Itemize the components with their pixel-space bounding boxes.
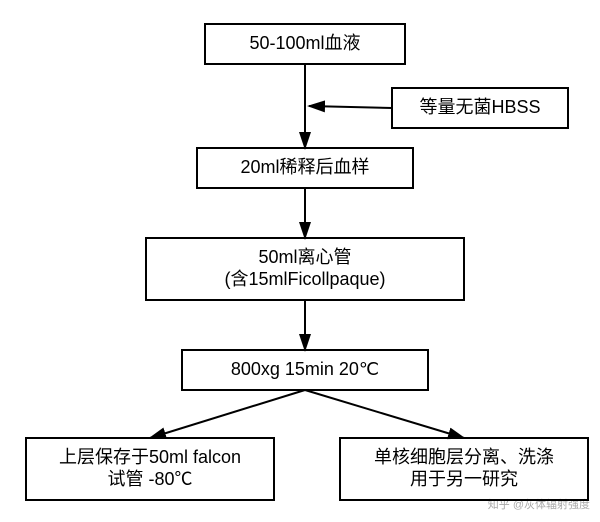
node-label: (含15mlFicollpaque)	[224, 269, 385, 289]
node-n7: 单核细胞层分离、洗涤用于另一研究	[340, 438, 588, 500]
node-label: 50ml离心管	[258, 247, 351, 267]
node-n4: 50ml离心管(含15mlFicollpaque)	[146, 238, 464, 300]
node-label: 单核细胞层分离、洗涤	[374, 447, 554, 467]
watermark: 知乎 @灰体辐射强度	[488, 497, 590, 511]
node-label: 用于另一研究	[410, 469, 518, 489]
node-label: 试管 -80℃	[107, 469, 192, 489]
edge	[309, 106, 392, 108]
node-n6: 上层保存于50ml falcon试管 -80℃	[26, 438, 274, 500]
node-label: 上层保存于50ml falcon	[59, 447, 241, 467]
node-n1: 50-100ml血液	[205, 24, 405, 64]
node-n5: 800xg 15min 20℃	[182, 350, 428, 390]
node-label: 等量无菌HBSS	[419, 97, 540, 117]
edge	[305, 390, 464, 438]
edge	[150, 390, 305, 438]
node-n3: 20ml稀释后血样	[197, 148, 413, 188]
node-n2: 等量无菌HBSS	[392, 88, 568, 128]
node-label: 800xg 15min 20℃	[231, 359, 379, 379]
node-label: 50-100ml血液	[249, 33, 360, 53]
node-label: 20ml稀释后血样	[240, 157, 369, 177]
